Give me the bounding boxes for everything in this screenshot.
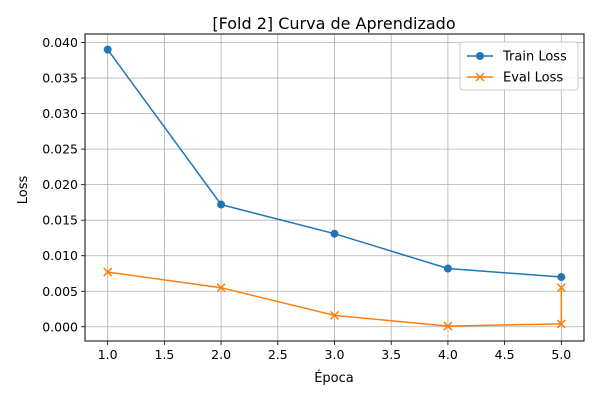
- legend-eval-label: Eval Loss: [503, 71, 563, 86]
- train-loss-point: [330, 229, 339, 238]
- train-loss-point: [103, 45, 112, 54]
- train-loss-point: [557, 273, 566, 282]
- x-tick-label: 4.0: [438, 347, 458, 362]
- x-tick-label: 2.0: [211, 347, 231, 362]
- x-tick-label: 1.0: [98, 347, 118, 362]
- eval-loss-point: [103, 267, 113, 277]
- x-tick-label: 3.0: [325, 347, 345, 362]
- x-tick-label: 1.5: [154, 347, 174, 362]
- axis-ticks: 1.0 1.5 2.0 2.5 3.0 3.5 4.0 4.5 5.0 0.000 0.005 0.0…: [42, 35, 571, 362]
- series-layer: [103, 45, 566, 331]
- train-loss-point: [443, 264, 452, 273]
- x-tick-label: 5.0: [551, 347, 571, 362]
- x-tick-label: 4.5: [495, 347, 515, 362]
- x-tick-label: 3.5: [381, 347, 401, 362]
- legend-train-marker: [476, 52, 484, 60]
- y-tick-label: 0.015: [42, 213, 78, 228]
- train-loss-point: [217, 200, 226, 209]
- eval-loss-point: [443, 321, 453, 331]
- y-tick-label: 0.020: [42, 177, 78, 192]
- y-tick-label: 0.030: [42, 106, 78, 121]
- x-axis-title: Época: [314, 370, 354, 386]
- legend-box: [459, 41, 579, 91]
- eval-loss-point: [329, 310, 340, 320]
- y-tick-label: 0.035: [42, 71, 78, 86]
- eval-loss-line: [107, 271, 563, 327]
- y-tick-label: 0.040: [42, 35, 78, 50]
- y-tick-label: 0.010: [42, 248, 78, 263]
- y-axis-title: Loss: [16, 176, 31, 205]
- plot-frame: [84, 33, 585, 342]
- y-tick-label: 0.000: [42, 319, 78, 334]
- y-tick-label: 0.005: [42, 284, 78, 299]
- eval-loss-point: [556, 319, 566, 329]
- legend-train-label: Train Loss: [502, 50, 567, 65]
- legend-eval-marker: [475, 72, 485, 82]
- legend: Train Loss Eval Loss: [459, 41, 579, 91]
- chart-title: [Fold 2] Curva de Aprendizado: [212, 14, 455, 33]
- eval-loss-point: [216, 283, 226, 293]
- x-tick-label: 2.5: [268, 347, 288, 362]
- eval-loss-point: [556, 283, 566, 293]
- y-tick-label: 0.025: [42, 142, 78, 157]
